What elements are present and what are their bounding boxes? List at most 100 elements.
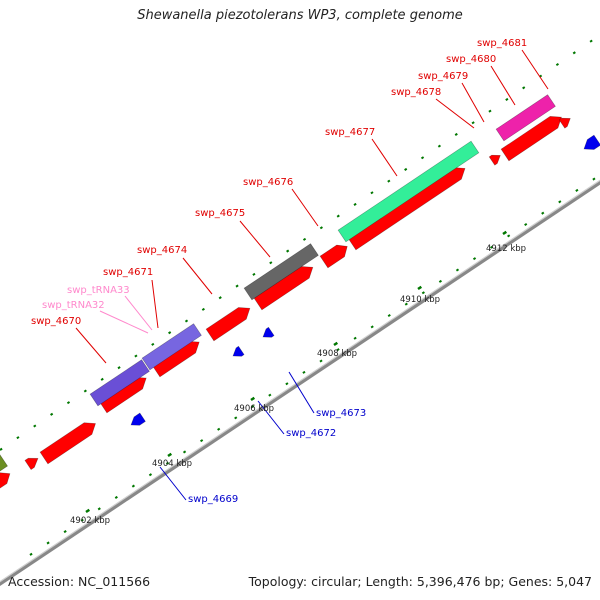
- tick-major: [85, 508, 91, 514]
- cds-arrow: [319, 244, 348, 269]
- tick-lower: [46, 541, 50, 545]
- reverse-arrow: [232, 345, 245, 357]
- gene-label[interactable]: swp_4671: [103, 267, 153, 278]
- leader-line: [461, 82, 485, 123]
- scale-label: 4902 kbp: [70, 516, 110, 526]
- tick-lower: [353, 336, 357, 340]
- tick-upper: [522, 86, 526, 90]
- leader-line: [291, 188, 319, 227]
- tick-lower: [507, 234, 511, 238]
- cds-arrow: [488, 154, 501, 166]
- leader-line: [490, 65, 516, 106]
- accession-text: Accession: NC_011566: [8, 574, 151, 589]
- tick-upper: [66, 401, 71, 405]
- feature-bar: [243, 243, 319, 301]
- leader-line: [124, 295, 153, 331]
- genome-title: Shewanella piezotolerans WP3, complete g…: [137, 8, 463, 23]
- tick-upper: [83, 389, 87, 393]
- tick-lower: [302, 370, 306, 374]
- gene-features: [0, 94, 600, 489]
- tick-lower: [80, 518, 84, 522]
- tick-lower: [370, 325, 374, 329]
- tick-lower: [217, 427, 221, 431]
- gene-label[interactable]: swp_4673: [316, 408, 366, 419]
- tick-upper: [117, 366, 121, 370]
- tick-upper: [572, 51, 576, 55]
- tick-lower: [165, 461, 170, 465]
- tick-lower: [319, 359, 323, 363]
- tick-lower: [438, 279, 443, 283]
- tick-upper: [488, 109, 492, 113]
- leader-line: [288, 371, 315, 414]
- gene-label[interactable]: swp_4672: [286, 428, 336, 439]
- tick-lower: [575, 188, 579, 192]
- gene-label[interactable]: swp_4670: [31, 316, 81, 327]
- tick-upper: [151, 342, 155, 346]
- tick-major: [333, 341, 339, 347]
- tick-upper: [454, 132, 458, 136]
- tick-lower: [234, 416, 238, 420]
- reverse-arrow: [130, 412, 146, 426]
- leader-line: [239, 220, 271, 258]
- tick-lower: [541, 211, 545, 215]
- gene-label[interactable]: swp_4678: [391, 87, 441, 98]
- trna-label[interactable]: swp_tRNA32: [42, 300, 105, 311]
- gene-label[interactable]: swp_4674: [137, 245, 187, 256]
- tick-lower: [268, 393, 272, 397]
- cds-arrow: [24, 457, 39, 470]
- tick-upper: [16, 436, 20, 440]
- scale-label: 4910 kbp: [400, 295, 440, 305]
- tick-upper: [336, 214, 340, 218]
- tick-lower: [200, 439, 204, 443]
- feature-bar: [89, 359, 150, 407]
- scale-label: 4904 kbp: [152, 459, 192, 469]
- leader-line: [435, 98, 475, 129]
- gene-label[interactable]: swp_4675: [195, 208, 245, 219]
- tick-lower: [472, 257, 477, 261]
- leader-line: [371, 138, 398, 177]
- tick-upper: [420, 156, 425, 160]
- tick-lower: [489, 245, 494, 249]
- gene-label[interactable]: swp_4677: [325, 127, 375, 138]
- feature-bar: [141, 323, 202, 371]
- tick-upper: [437, 144, 441, 148]
- tick-upper: [387, 179, 391, 183]
- tick-upper: [134, 354, 138, 358]
- tick-major: [250, 396, 256, 402]
- gene-label[interactable]: swp_4679: [418, 71, 468, 82]
- gene-label[interactable]: swp_4676: [243, 177, 293, 188]
- tick-lower: [404, 302, 408, 306]
- tick-lower: [148, 473, 153, 477]
- topology-text: Topology: circular; Length: 5,396,476 bp…: [248, 574, 592, 589]
- tick-upper: [353, 202, 357, 206]
- gene-label[interactable]: swp_4680: [446, 54, 496, 65]
- tick-lower: [114, 495, 118, 499]
- tick-upper: [235, 284, 239, 288]
- tick-lower: [421, 291, 425, 295]
- tick-upper: [471, 121, 475, 125]
- trna-label[interactable]: swp_tRNA33: [67, 285, 130, 296]
- cds-arrow: [558, 117, 571, 129]
- cds-arrow: [0, 472, 11, 489]
- scale-label: 4908 kbp: [317, 349, 357, 359]
- feature-bar: [495, 94, 556, 142]
- reverse-arrow: [262, 326, 275, 338]
- leader-line: [99, 310, 149, 334]
- tick-upper: [252, 272, 256, 276]
- tick-lower: [455, 268, 460, 272]
- tick-lower: [336, 348, 340, 352]
- tick-lower: [29, 552, 33, 556]
- gene-label[interactable]: swp_4681: [477, 38, 527, 49]
- tick-upper: [100, 377, 104, 381]
- gene-label[interactable]: swp_4669: [188, 494, 238, 505]
- scale-label: 4912 kbp: [486, 244, 526, 254]
- tick-upper: [269, 261, 273, 265]
- tick-major: [417, 285, 423, 291]
- tick-upper: [168, 331, 172, 335]
- tick-upper: [184, 319, 189, 323]
- tick-upper: [201, 307, 205, 311]
- tick-marks: [0, 39, 596, 556]
- backbone-track: [0, 179, 600, 587]
